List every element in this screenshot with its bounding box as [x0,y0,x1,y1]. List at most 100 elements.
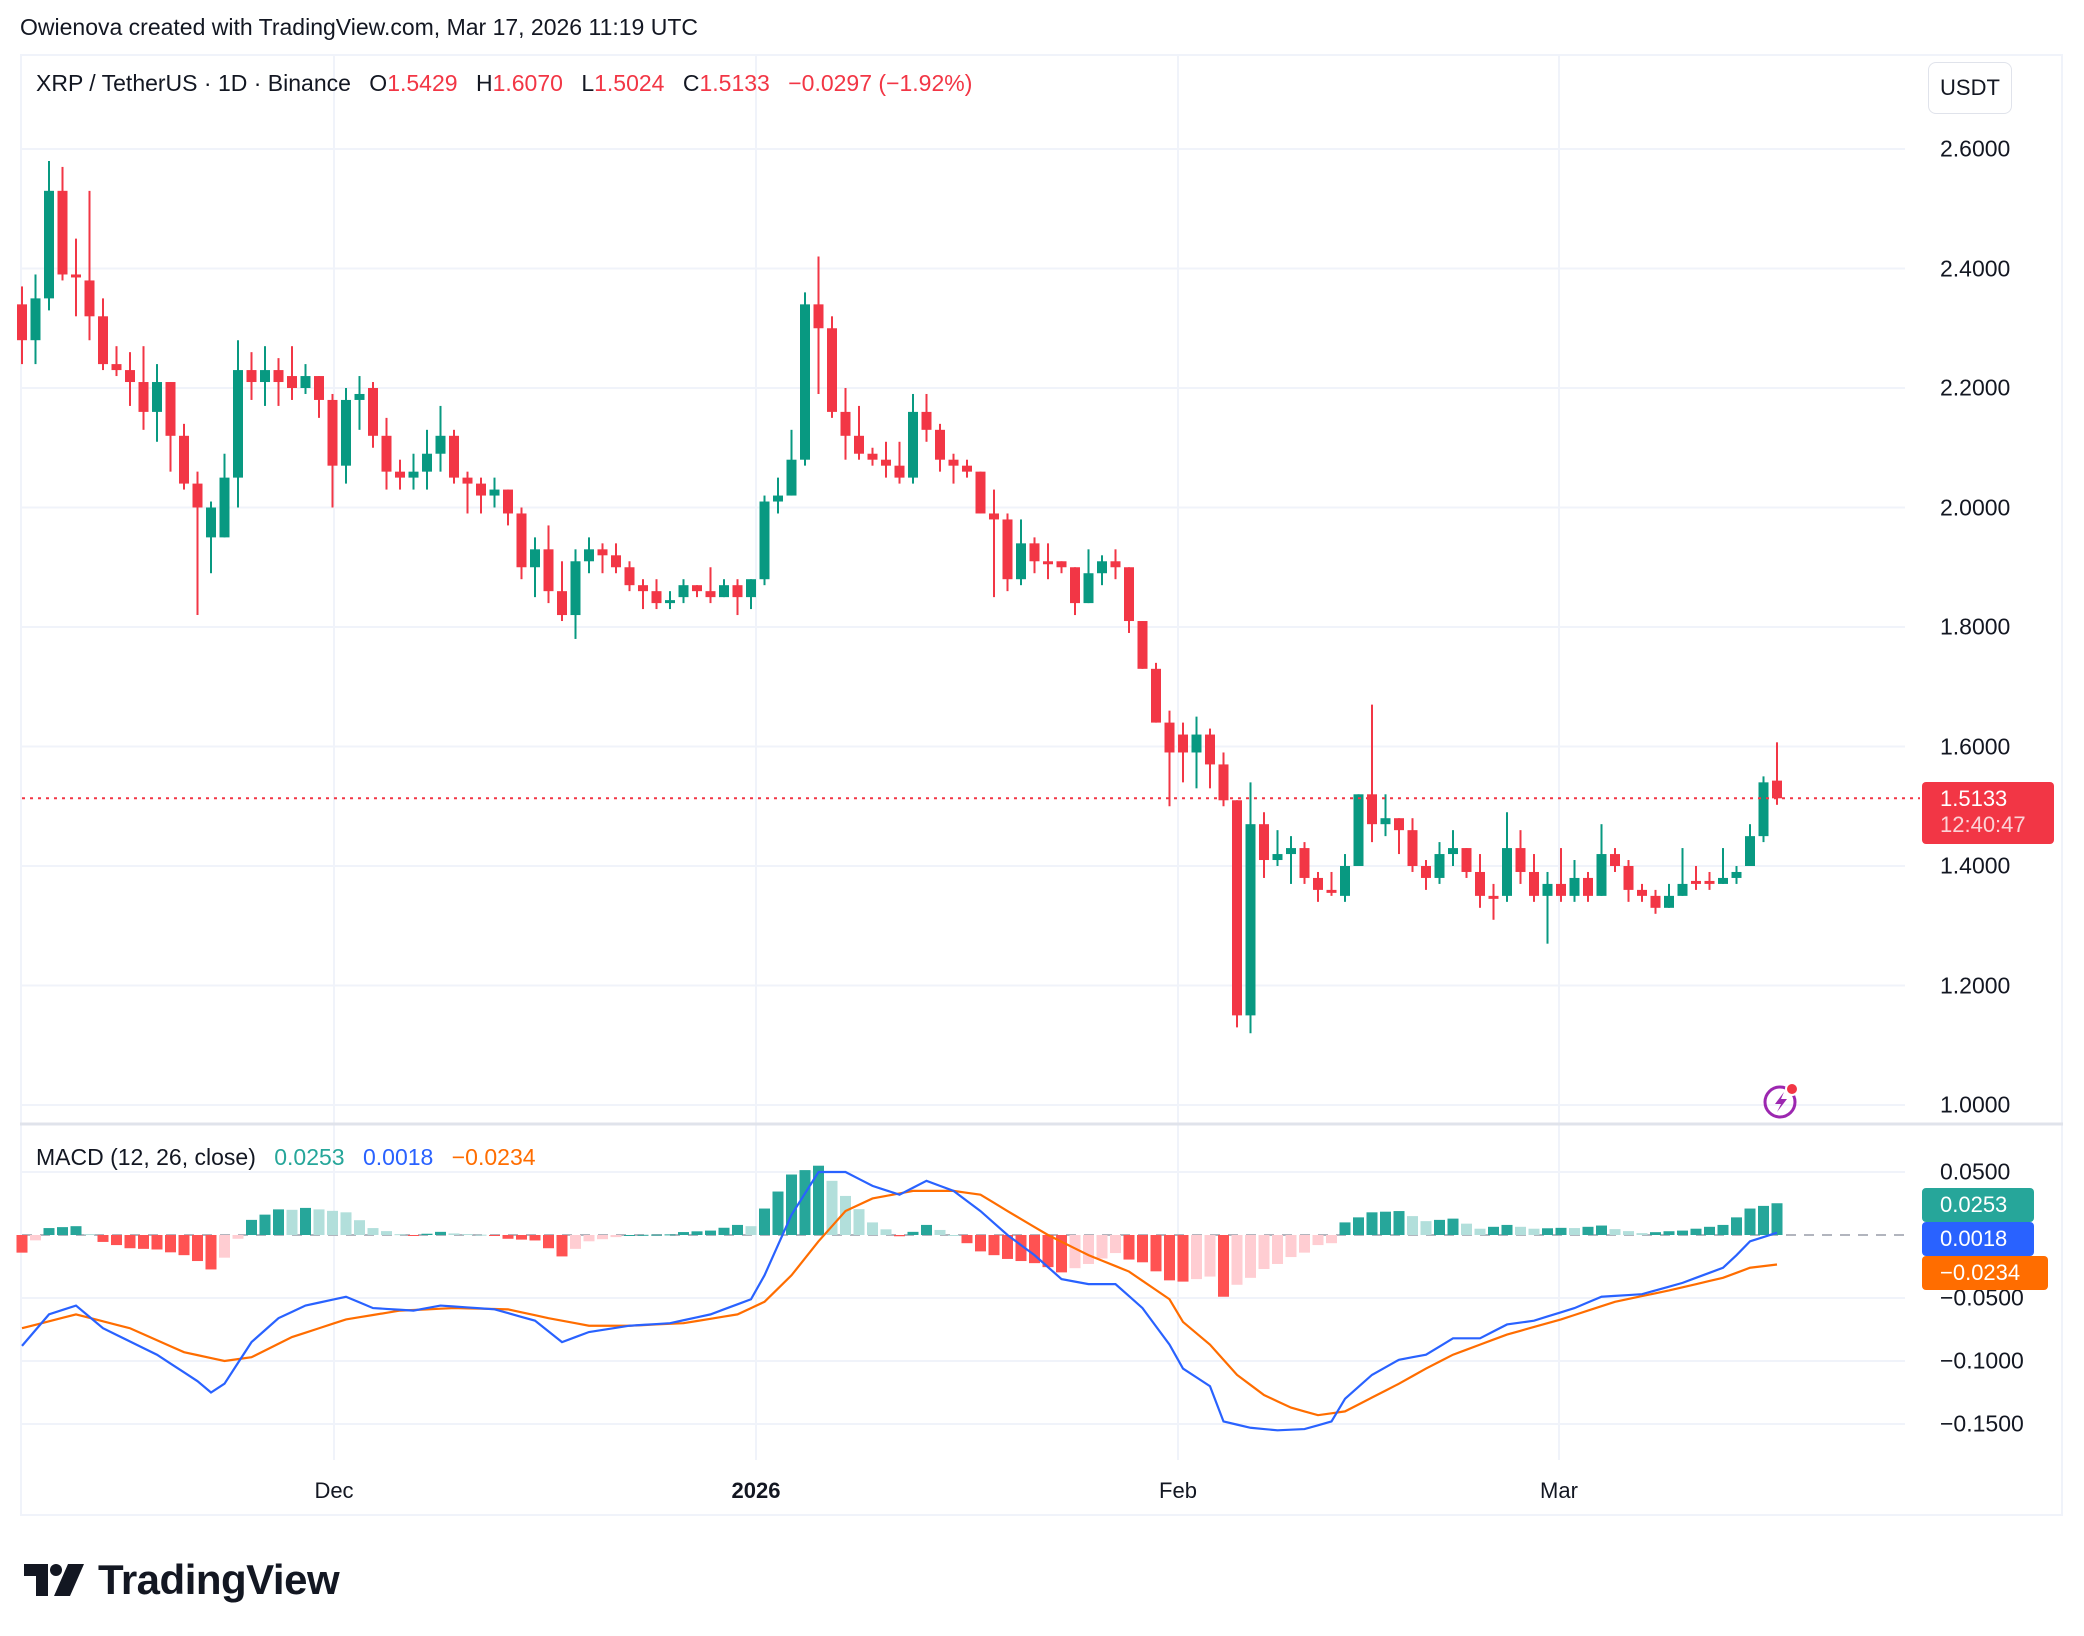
macd-histogram-bar [475,1234,487,1236]
candle [354,376,365,430]
candle [422,429,432,490]
macd-histogram-bar [1461,1223,1472,1235]
candle [341,388,351,484]
macd-histogram-bar [1623,1231,1634,1235]
macd-histogram-bar [1434,1219,1445,1235]
macd-histogram-bar [178,1235,190,1256]
macd-histogram-bar [1690,1228,1702,1235]
macd-histogram-bar [57,1227,68,1235]
candle [1232,800,1242,1028]
candle [206,501,216,574]
macd-line-tag: 0.0018 [1922,1222,2034,1256]
candle [219,453,230,538]
candle [449,429,459,484]
macd-histogram-bar [489,1235,500,1236]
macd-histogram-bar [246,1219,257,1235]
candle [1623,860,1634,902]
macd-histogram-bar [1231,1235,1243,1285]
signal-line [21,1189,1778,1417]
candle [246,352,257,400]
macd-histogram-bar [961,1235,973,1244]
macd-histogram-bar [151,1235,163,1250]
macd-title[interactable]: MACD (12, 26, close) [36,1144,256,1170]
candle [1461,848,1472,878]
macd-histogram-bar [313,1209,325,1235]
macd-histogram-bar [543,1235,554,1249]
candle [1515,830,1526,884]
macd-histogram-bar [934,1229,946,1235]
candle [1070,567,1080,616]
macd-histogram-bar [300,1207,311,1235]
candle [489,477,500,508]
candle [152,364,162,442]
candle [1367,704,1377,843]
candle [962,459,972,478]
candle [597,543,608,574]
macd-histogram-bar [1110,1235,1121,1254]
candle [1164,710,1175,807]
macd-histogram-bar [705,1230,716,1235]
tradingview-logo[interactable]: TradingView [24,1556,340,1604]
macd-histogram-bar [529,1235,541,1241]
candle [1137,621,1148,669]
macd-histogram-bar [138,1235,149,1249]
candle [98,298,108,371]
macd-histogram-bar [1447,1218,1459,1235]
candle [125,352,135,406]
macd-histogram-bar [1353,1217,1364,1235]
macd-histogram-bar [894,1235,905,1237]
macd-histogram-bar [948,1235,959,1236]
candle [1016,519,1026,586]
candle [1245,782,1256,1034]
symbol-title[interactable]: XRP / TetherUS · 1D · Binance [36,70,351,96]
last-price-tag: 1.5133 12:40:47 [1922,782,2054,844]
macd-histogram-bar [772,1191,784,1235]
candle [1151,662,1161,723]
macd-histogram-bar [1555,1227,1567,1235]
candle [1353,794,1364,866]
macd-histogram-bar [570,1235,581,1249]
candle [705,567,716,604]
currency-unit-button[interactable]: USDT [1928,62,2012,114]
macd-signal-value: −0.0234 [451,1144,536,1170]
time-label-2026: 2026 [731,1478,781,1503]
macd-histogram-bar [1029,1235,1040,1264]
macd-histogram-bar [610,1235,622,1238]
candle [1691,866,1701,890]
macd-histogram-bar [1204,1235,1216,1277]
candle [1637,883,1647,902]
candle [1380,794,1391,837]
candle [921,393,932,442]
macd-histogram-bar [1056,1235,1067,1273]
candle [1097,555,1107,586]
macd-histogram-bar [516,1235,527,1240]
candle [1083,549,1094,604]
candle [233,340,243,508]
macd-histogram-bar [1177,1235,1189,1282]
close-label: C [682,70,700,96]
macd-histogram-bar [1596,1225,1607,1235]
macd-histogram-bar [975,1235,986,1252]
macd-histogram-bar [786,1174,797,1235]
candle [462,471,473,514]
candle [570,549,581,639]
macd-histogram-bar [1393,1211,1405,1235]
macd-histogram-bar [16,1235,28,1253]
macd-tick: 0.0500 [1940,1158,2011,1185]
macd-histogram-bar [205,1235,217,1270]
macd-histogram-bar [637,1234,649,1236]
candle [584,537,594,574]
macd-histogram-bar [1731,1217,1742,1235]
candle [1340,854,1350,902]
macd-histogram-bar [1650,1232,1661,1235]
candle [435,405,446,472]
candle [1205,728,1215,789]
candle [719,579,729,598]
macd-histogram-bar [30,1235,41,1241]
candle [611,543,621,574]
symbol-legend: XRP / TetherUS · 1D · Binance O1.5429 H1… [36,70,972,97]
lightning-bolt-icon[interactable] [1762,1080,1802,1120]
macd-histogram-bar [165,1235,176,1253]
candle [948,453,959,484]
